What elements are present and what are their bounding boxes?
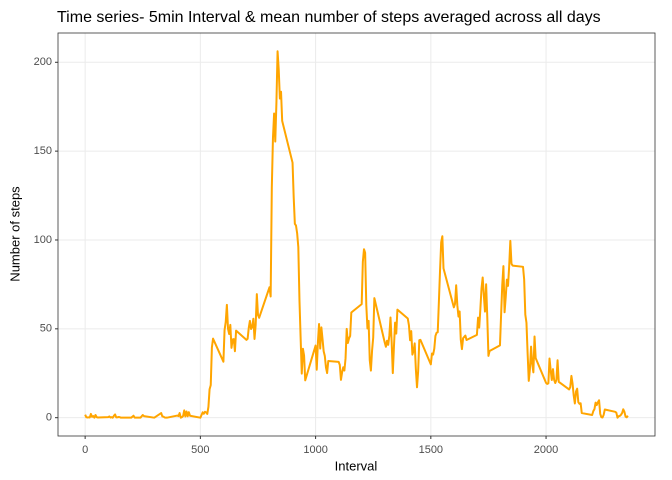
- y-tick-label: 150: [34, 145, 52, 157]
- x-tick-label: 2000: [534, 444, 558, 456]
- y-tick-label: 200: [34, 56, 52, 68]
- x-tick-label: 500: [191, 444, 209, 456]
- x-tick-label: 1500: [419, 444, 443, 456]
- chart-title: Time series- 5min Interval & mean number…: [57, 9, 601, 26]
- y-axis-title: Number of steps: [7, 186, 22, 282]
- y-tick-label: 0: [46, 412, 52, 424]
- y-tick-label: 50: [40, 323, 52, 335]
- x-axis-title: Interval: [335, 458, 378, 473]
- y-tick-label: 100: [34, 234, 52, 246]
- x-tick-label: 1000: [303, 444, 327, 456]
- line: [84, 50, 629, 419]
- panel-border: [57, 32, 656, 437]
- x-tick-label: 0: [82, 444, 88, 456]
